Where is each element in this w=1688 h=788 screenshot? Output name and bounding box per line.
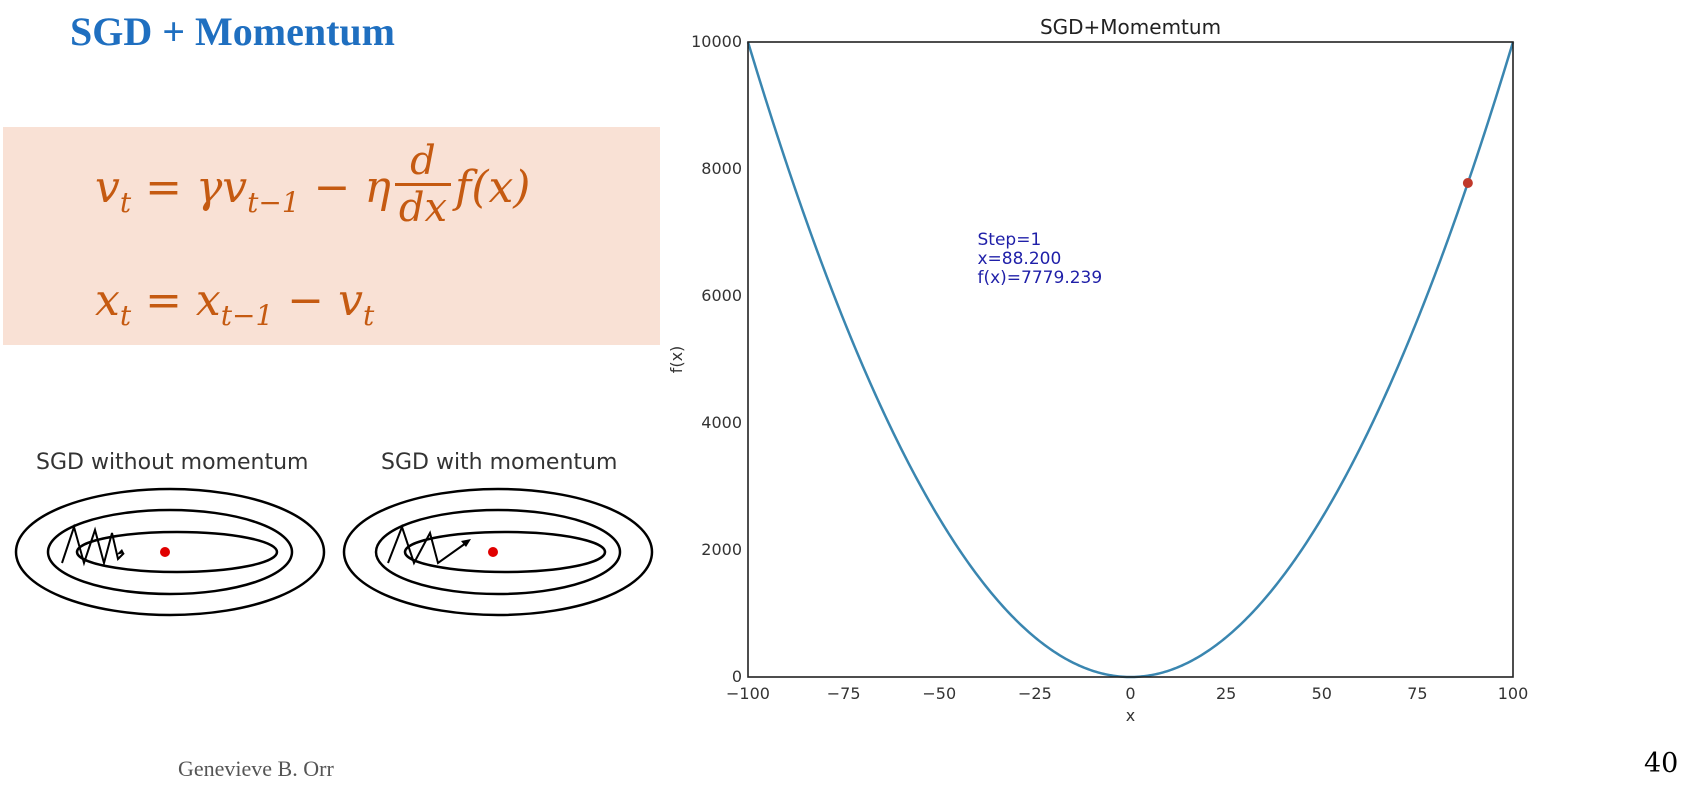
x-tick-label: 50 bbox=[1312, 684, 1332, 703]
current-point bbox=[1462, 178, 1473, 189]
x-axis-label: x bbox=[1126, 706, 1135, 725]
plot-frame bbox=[747, 41, 1514, 678]
arrowhead bbox=[116, 549, 124, 555]
x-tick-label: −75 bbox=[827, 684, 861, 703]
sgd-momentum-chart: SGD+Momemtum 0 2000 4000 6000 8000 10000 −100… bbox=[667, 15, 1528, 725]
zigzag-path bbox=[61, 523, 125, 567]
minimum-dot bbox=[160, 547, 170, 557]
minimum-dot bbox=[488, 547, 498, 557]
contour-outer bbox=[342, 487, 654, 617]
y-tick-label: 8000 bbox=[701, 159, 742, 178]
y-tick-label: 4000 bbox=[701, 413, 742, 432]
x-tick-label: −100 bbox=[726, 684, 770, 703]
sgd-with-momentum-diagram bbox=[342, 487, 654, 617]
x-tick-label: 25 bbox=[1216, 684, 1236, 703]
y-tick-label: 6000 bbox=[701, 286, 742, 305]
contour-inner bbox=[403, 530, 607, 574]
x-tick-label: 0 bbox=[1125, 684, 1135, 703]
page-number: 40 bbox=[1644, 748, 1679, 779]
x-axis-ticks: −100 −75 −50 −25 0 25 50 75 100 bbox=[726, 684, 1528, 703]
sgd-with-momentum-label: SGD with momentum bbox=[381, 450, 618, 475]
momentum-path bbox=[387, 524, 467, 566]
contour-inner bbox=[75, 530, 279, 574]
x-tick-label: 100 bbox=[1498, 684, 1529, 703]
y-axis-ticks: 0 2000 4000 6000 8000 10000 bbox=[691, 32, 742, 686]
x-tick-label: −50 bbox=[922, 684, 956, 703]
slide-title: SGD + Momentum bbox=[70, 9, 395, 54]
y-tick-label: 10000 bbox=[691, 32, 742, 51]
arrowhead bbox=[461, 539, 471, 547]
velocity-update-formula: vt = γvt−1 − η d dx f(x) bbox=[95, 138, 531, 231]
chart-title: SGD+Momemtum bbox=[1040, 15, 1221, 39]
position-update-formula: xt = xt−1 − vt bbox=[95, 275, 375, 332]
annotation-fx: f(x)=7779.239 bbox=[978, 268, 1103, 288]
formula-box: vt = γvt−1 − η d dx f(x) xt = xt−1 − vt bbox=[3, 127, 660, 345]
step-annotation: Step=1 x=88.200 f(x)=7779.239 bbox=[978, 230, 1103, 288]
x-tick-label: −25 bbox=[1018, 684, 1052, 703]
footer-author: Genevieve B. Orr bbox=[178, 756, 334, 781]
sgd-without-momentum-diagram bbox=[14, 487, 326, 617]
sgd-without-momentum-label: SGD without momentum bbox=[36, 450, 309, 475]
x-tick-label: 75 bbox=[1407, 684, 1427, 703]
contour-outer bbox=[14, 487, 326, 617]
contour-middle bbox=[46, 508, 294, 596]
annotation-step: Step=1 bbox=[978, 230, 1042, 250]
derivative-fraction: d dx bbox=[394, 139, 452, 230]
y-tick-label: 2000 bbox=[701, 540, 742, 559]
y-tick-label: 0 bbox=[732, 667, 742, 686]
contour-middle bbox=[374, 508, 622, 596]
y-axis-label: f(x) bbox=[667, 346, 686, 374]
annotation-x: x=88.200 bbox=[978, 249, 1062, 269]
series-line-fx bbox=[746, 41, 1515, 679]
